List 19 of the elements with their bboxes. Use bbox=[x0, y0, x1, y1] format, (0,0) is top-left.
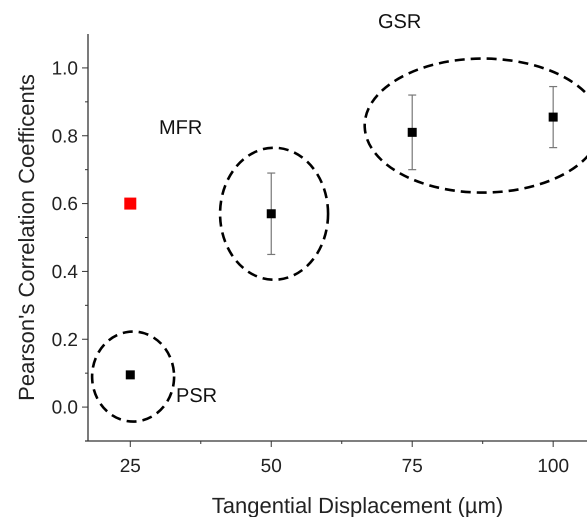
y-tick-label: 0.6 bbox=[52, 194, 78, 216]
y-tick-label: 0.2 bbox=[52, 330, 78, 351]
y-tick-label: 0.4 bbox=[52, 262, 78, 284]
point bbox=[126, 370, 135, 380]
y-tick-label: 0.0 bbox=[52, 398, 78, 419]
point bbox=[408, 128, 417, 137]
x-tick-label: 25 bbox=[120, 456, 141, 477]
y-axis-title: Pearson's Correlation Coefficents bbox=[14, 74, 39, 401]
point bbox=[124, 198, 136, 210]
annotation: MFR bbox=[159, 117, 202, 139]
point bbox=[266, 209, 276, 218]
x-tick-label: 50 bbox=[260, 456, 282, 477]
x-tick-label: 75 bbox=[402, 456, 423, 477]
y-tick-label: 0.8 bbox=[52, 126, 78, 148]
x-tick-label: 100 bbox=[537, 456, 570, 477]
annotation: PSR bbox=[176, 385, 218, 407]
y-tick-label: 1.0 bbox=[52, 58, 78, 80]
point bbox=[548, 112, 558, 122]
text: GSR bbox=[378, 11, 422, 33]
